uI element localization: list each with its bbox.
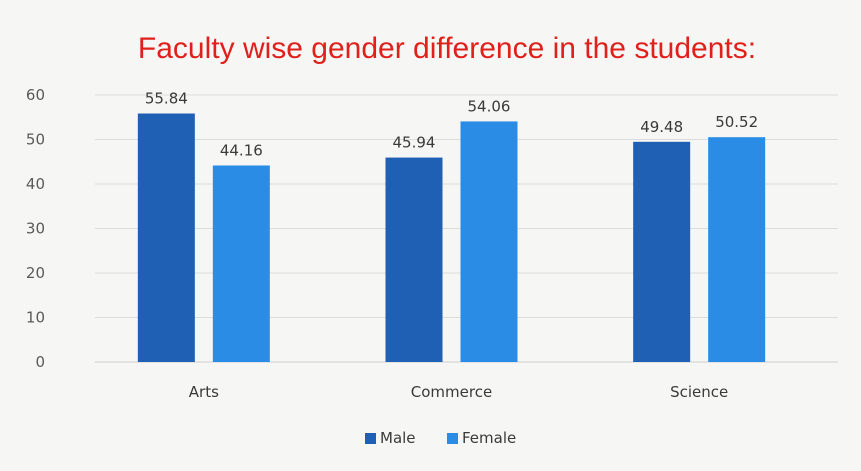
legend-label-female: Female	[462, 429, 516, 447]
value-label-male: 45.94	[393, 134, 436, 152]
bar-male	[385, 157, 443, 362]
category-label: Commerce	[411, 383, 492, 401]
bar-male	[633, 141, 691, 362]
bars	[137, 113, 766, 363]
y-tick-label: 50	[26, 131, 45, 149]
x-axis-categories: Arts Commerce Science	[189, 383, 728, 401]
chart-title: Faculty wise gender difference in the st…	[138, 32, 756, 65]
bar-female	[460, 121, 518, 362]
bar-female	[708, 137, 766, 362]
value-label-female: 50.52	[715, 113, 758, 131]
legend-label-male: Male	[380, 429, 416, 447]
category-label: Arts	[189, 383, 219, 401]
legend: Male Female	[365, 429, 516, 447]
y-tick-label: 20	[26, 264, 45, 282]
legend-swatch-female	[447, 433, 458, 444]
value-labels: 55.84 44.16 45.94 54.06 49.48 50.52	[145, 90, 758, 160]
legend-swatch-male	[365, 433, 376, 444]
y-axis-ticks: 0 10 20 30 40 50 60	[26, 86, 45, 371]
y-tick-label: 30	[26, 220, 45, 238]
bar-female	[212, 165, 270, 362]
category-label: Science	[670, 383, 728, 401]
value-label-female: 54.06	[468, 97, 511, 115]
y-tick-label: 10	[26, 309, 45, 327]
bar-male	[137, 113, 195, 363]
value-label-male: 49.48	[640, 118, 683, 136]
y-tick-label: 40	[26, 175, 45, 193]
y-tick-label: 0	[35, 353, 45, 371]
value-label-female: 44.16	[220, 141, 263, 159]
y-tick-label: 60	[26, 86, 45, 104]
value-label-male: 55.84	[145, 90, 188, 108]
